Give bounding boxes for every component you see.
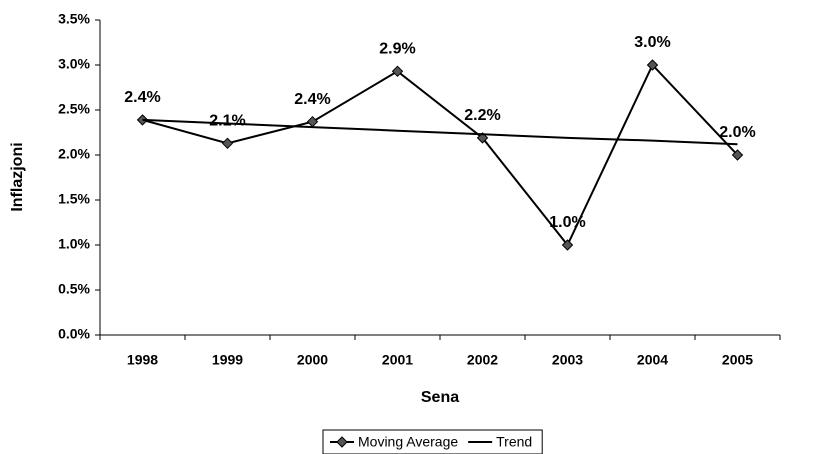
point-marker — [731, 149, 744, 161]
y-tick-label: 3.5% — [58, 11, 90, 27]
x-tick-label: 2003 — [552, 352, 583, 368]
data-label: 2.4% — [124, 89, 160, 106]
x-axis-title: Sena — [421, 389, 459, 406]
legend-label: Moving Average — [358, 434, 458, 450]
point-marker — [306, 115, 319, 128]
x-tick-label: 2004 — [637, 352, 668, 368]
point-marker — [646, 59, 659, 71]
legend-box — [322, 429, 543, 454]
y-axis-title: Inflazjoni — [9, 142, 26, 211]
data-label: 2.1% — [209, 113, 245, 130]
legend: Moving Average Trend — [322, 429, 543, 454]
y-tick-label: 3.0% — [58, 56, 90, 72]
y-tick-label: 1.0% — [58, 236, 90, 252]
point-marker — [391, 65, 404, 78]
data-label: 2.0% — [719, 124, 755, 141]
y-tick-label: 2.0% — [58, 146, 90, 162]
data-label: 2.9% — [379, 41, 415, 58]
legend-label: Trend — [496, 434, 532, 450]
legend-marker — [336, 436, 348, 448]
y-tick-label: 2.5% — [58, 101, 90, 117]
data-label: 2.4% — [294, 91, 330, 108]
x-tick-label: 2005 — [722, 352, 753, 368]
x-tick-label: 2000 — [297, 352, 328, 368]
y-tick-label: 0.5% — [58, 281, 90, 297]
x-tick-label: 1998 — [127, 352, 158, 368]
x-tick-label: 2001 — [382, 352, 413, 368]
series-line — [142, 63, 739, 247]
data-label: 3.0% — [634, 34, 670, 51]
y-tick-label: 1.5% — [58, 191, 90, 207]
y-tick-label: 0.0% — [58, 326, 90, 342]
point-marker — [561, 239, 574, 251]
data-label: 1.0% — [549, 214, 585, 231]
point-marker — [221, 137, 234, 150]
data-label: 2.2% — [464, 107, 500, 124]
series-line — [142, 118, 738, 146]
x-tick-label: 2002 — [467, 352, 498, 368]
x-tick-label: 1999 — [212, 352, 243, 368]
